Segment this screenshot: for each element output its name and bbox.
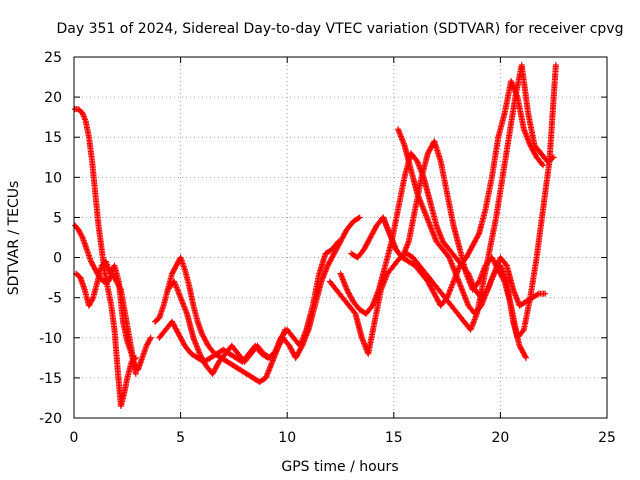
y-tick-label: 25	[44, 50, 62, 66]
y-tick-label: 15	[44, 130, 62, 146]
series-trace-k	[395, 126, 549, 317]
series-trace-f	[164, 214, 363, 377]
data-point-marker	[89, 296, 96, 303]
data-point-marker	[147, 334, 154, 341]
data-point-marker	[519, 328, 526, 335]
data-point-marker	[534, 291, 541, 298]
data-point-marker	[538, 160, 545, 167]
x-tick-label: 25	[598, 430, 616, 446]
data-point-marker	[132, 370, 139, 377]
data-point-marker	[147, 336, 154, 343]
data-points	[72, 62, 559, 409]
data-point-marker	[475, 231, 482, 238]
data-point-marker	[542, 290, 549, 297]
tick-labels: 0 5 10 15 20 25 -20 -15 -10 -5 0 5 10 15 20 25	[39, 50, 616, 446]
x-tick-label: 20	[491, 430, 509, 446]
y-axis-label: SDTVAR / TECUs	[6, 181, 22, 296]
x-tick-label: 10	[278, 430, 296, 446]
y-tick-label: 5	[53, 210, 62, 226]
series-trace-a	[72, 106, 139, 409]
data-point-marker	[540, 162, 547, 169]
data-point-marker	[298, 344, 305, 351]
data-point-marker	[522, 354, 529, 361]
y-tick-label: -15	[39, 371, 62, 387]
data-point-marker	[552, 62, 559, 69]
chart-title: Day 351 of 2024, Sidereal Day-to-day VTE…	[57, 21, 624, 37]
x-axis-label: GPS time / hours	[281, 459, 398, 475]
y-tick-label: 20	[44, 90, 62, 106]
data-point-marker	[78, 233, 85, 240]
y-tick-label: -10	[39, 331, 62, 347]
y-tick-label: 0	[53, 251, 62, 267]
x-tick-label: 0	[70, 430, 79, 446]
x-tick-label: 15	[385, 430, 403, 446]
y-tick-label: -20	[39, 411, 62, 427]
y-tick-label: -5	[48, 291, 62, 307]
series-trace-c	[73, 258, 139, 377]
plot-frame	[73, 56, 608, 419]
data-point-marker	[550, 154, 557, 161]
data-point-marker	[522, 353, 529, 360]
x-tick-label: 5	[176, 430, 185, 446]
data-point-marker	[355, 215, 362, 222]
data-point-marker	[356, 214, 363, 221]
data-point-marker	[500, 277, 507, 284]
y-tick-label: 10	[44, 170, 62, 186]
